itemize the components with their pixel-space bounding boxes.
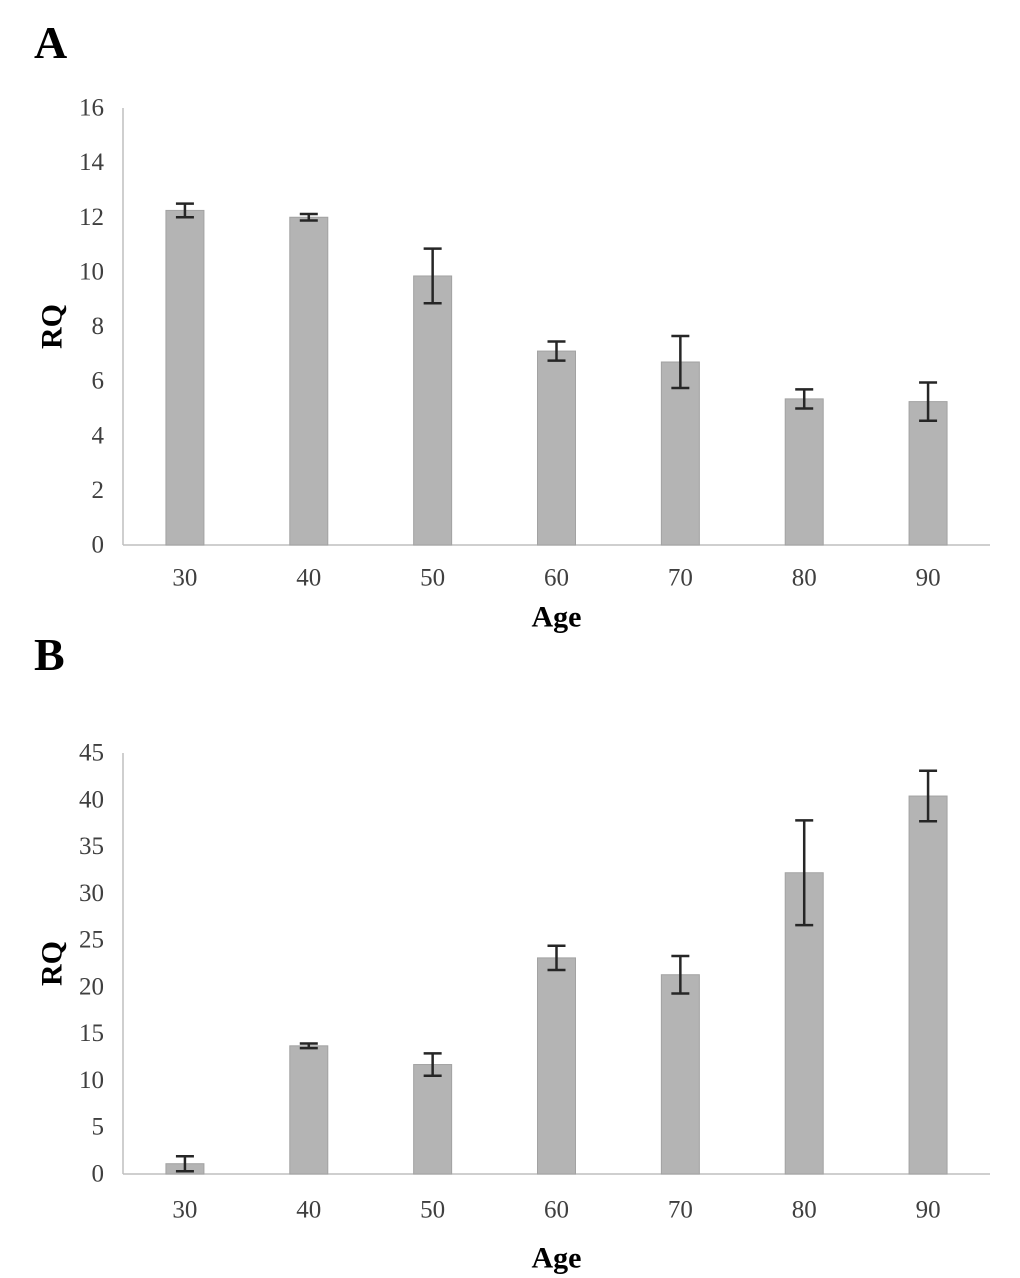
y-tick-label-12: 12 (79, 204, 104, 231)
panel-label-b: B (34, 629, 65, 680)
x-tick-label-80: 80 (792, 565, 817, 592)
chart-panel-b: 0 5 10 15 20 25 30 35 40 45 30 40 50 60 70 80 90 Age RQ (36, 740, 990, 1275)
bar-a-70 (660, 361, 700, 546)
y-tick-label-35: 35 (79, 833, 104, 860)
bar-a-30 (165, 209, 205, 546)
y-tick-label-0: 0 (92, 1161, 105, 1188)
y-tick-label-45: 45 (79, 740, 104, 767)
x-tick-label-40: 40 (296, 1197, 321, 1224)
y-tick-label-0: 0 (92, 532, 105, 559)
bar-a-60 (537, 350, 576, 546)
y-tick-label-8: 8 (92, 313, 105, 340)
y-tick-label-10: 10 (79, 1067, 104, 1094)
bar-a-80 (784, 398, 824, 546)
y-tick-label-6: 6 (92, 368, 105, 395)
bar-b-70 (660, 974, 700, 1175)
y-axis-title: RQ (36, 304, 69, 349)
bar-b-50 (413, 1064, 453, 1175)
y-tick-label-14: 14 (79, 149, 105, 176)
x-tick-label-60: 60 (544, 565, 569, 592)
bar-b-40 (289, 1045, 329, 1175)
y-tick-label-30: 30 (79, 880, 104, 907)
y-tick-label-25: 25 (79, 927, 104, 954)
bar-b-90 (908, 795, 948, 1175)
x-tick-label-40: 40 (296, 565, 321, 592)
bar-a-40 (289, 216, 329, 546)
x-axis-title: Age (532, 1242, 582, 1275)
x-axis-title: Age (532, 601, 582, 634)
bar-b-60 (537, 957, 576, 1175)
y-tick-label-2: 2 (92, 477, 105, 504)
y-axis-title: RQ (36, 941, 69, 986)
x-tick-label-90: 90 (916, 565, 941, 592)
y-tick-label-40: 40 (79, 786, 104, 813)
chart-panel-a: 0 2 4 6 8 10 12 14 16 30 40 50 60 70 80 90 Age RQ (36, 95, 990, 634)
x-tick-label-90: 90 (916, 1197, 941, 1224)
panel-label-a: A (34, 17, 68, 68)
x-tick-label-50: 50 (420, 565, 445, 592)
bar-a-90 (908, 401, 948, 546)
x-tick-label-30: 30 (172, 565, 197, 592)
x-tick-label-60: 60 (544, 1197, 569, 1224)
x-tick-label-80: 80 (792, 1197, 817, 1224)
x-tick-label-70: 70 (668, 1197, 693, 1224)
y-tick-label-4: 4 (92, 422, 105, 449)
y-tick-label-5: 5 (92, 1114, 105, 1141)
x-tick-label-30: 30 (172, 1197, 197, 1224)
y-tick-label-10: 10 (79, 258, 104, 285)
bar-a-50 (413, 275, 453, 546)
y-tick-label-16: 16 (79, 95, 104, 122)
y-tick-label-15: 15 (79, 1020, 104, 1047)
y-tick-label-20: 20 (79, 973, 104, 1000)
x-tick-label-70: 70 (668, 565, 693, 592)
x-tick-label-50: 50 (420, 1197, 445, 1224)
